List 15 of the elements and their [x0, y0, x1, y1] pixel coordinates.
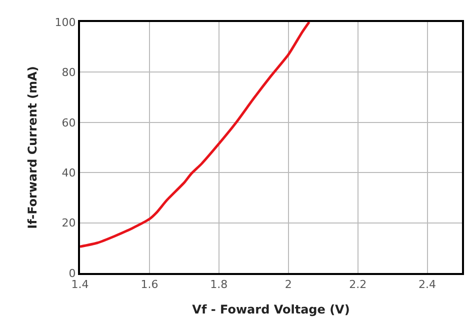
x-tick-label: 1.4: [71, 278, 89, 292]
x-tick-label: 2: [284, 278, 292, 292]
y-tick-label: 80: [62, 66, 76, 80]
y-tick-label: 20: [62, 216, 76, 230]
y-tick-label: 40: [62, 166, 76, 180]
x-tick-label: 2.2: [349, 278, 367, 292]
line-series: [80, 22, 310, 248]
y-tick-label: 60: [62, 116, 76, 130]
y-axis-title: If-Forward Current (mA): [26, 66, 40, 229]
x-tick-label: 1.6: [140, 278, 158, 292]
x-axis-title: Vf - Foward Voltage (V): [192, 302, 350, 317]
y-tick-label: 0: [68, 266, 76, 280]
x-tick-label: 1.8: [210, 278, 228, 292]
x-tick-label: 2.4: [418, 278, 436, 292]
y-tick-label: 100: [54, 16, 76, 29]
